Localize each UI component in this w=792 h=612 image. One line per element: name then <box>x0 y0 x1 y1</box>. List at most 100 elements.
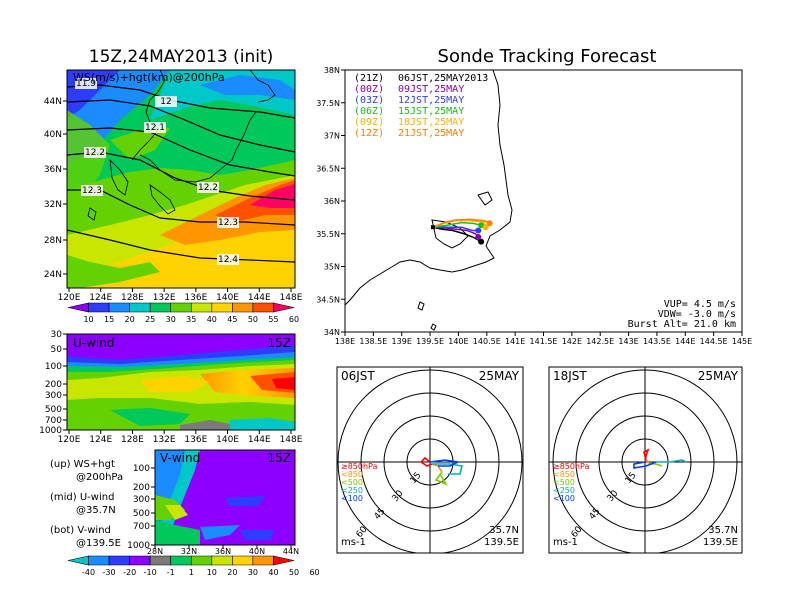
track-legend-utc: (09Z) <box>354 117 384 128</box>
hodo-level-label: <850 <box>553 470 575 479</box>
v-xtick-label: 44N <box>283 547 299 556</box>
ws-colorbar-label: 10 <box>83 315 93 324</box>
hodo1-unit: ms-1 <box>341 537 366 548</box>
contour-label-bg <box>81 185 103 196</box>
ws-colorbar-label: 15 <box>104 315 114 324</box>
tracking-xtick-label: 142E <box>562 337 582 346</box>
u-ytick-label: 500 <box>45 405 62 415</box>
tracking-xtick-label: 138.5E <box>359 337 387 346</box>
hodo-level-label: <100 <box>553 494 575 503</box>
uv-colorbar-cell <box>252 555 274 566</box>
tracking-title: Sonde Tracking Forecast <box>438 46 657 67</box>
tracking-xticks: 138E 138.5E 139E 139.5E 140E 140.5E 141E 141.5E… <box>335 332 752 346</box>
tracking-yticks: 38N 37.5N 37N 36.5N 36N 35.5N 35N 34.5N 34N <box>316 66 345 337</box>
uv-colorbar-label: -40 <box>82 568 95 577</box>
u-wind-xticks: 120E 124E 128E 132E 136E 140E 144E 148E <box>58 430 303 445</box>
legend-bot-2: @139.5E <box>76 538 121 549</box>
param-vdw: VDW= -3.0 m/s <box>658 309 736 320</box>
v-ytick-label: 1000 <box>127 541 150 551</box>
ws-colorbar-cell <box>88 302 110 313</box>
ws-colorbar-cell <box>170 302 192 313</box>
hodo-level-label: <250 <box>553 486 575 495</box>
tracking-xtick-label: 141.5E <box>530 337 558 346</box>
track-legend-utc: (12Z) <box>354 128 384 139</box>
ws-colorbar-label: 55 <box>268 315 278 324</box>
u-wind-field <box>67 334 295 430</box>
hodo-level-label: <500 <box>553 478 575 487</box>
tracking-xtick-label: 143.5E <box>643 337 671 346</box>
hodo-level-label: <850 <box>341 470 363 479</box>
tracking-ytick-label: 37.5N <box>316 99 340 108</box>
ws-map-label: WS(m/s)+hgt(km)@200hPa <box>73 71 225 84</box>
u-ytick-label: 30 <box>51 330 63 340</box>
sonde-landing-point <box>475 234 482 241</box>
contour-label: 12.4 <box>218 255 238 265</box>
v-xtick-label: 32N <box>181 547 197 556</box>
tracking-xtick-label: 144.5E <box>700 337 728 346</box>
contour-label-bg <box>84 147 106 158</box>
ws-map-yticks: 44N 40N 36N 32N 28N 24N <box>44 97 67 280</box>
tracking-xtick-label: 142.5E <box>586 337 614 346</box>
hodo1-trace <box>419 456 463 486</box>
track-legend-jst: 09JST,25MAY <box>398 84 464 95</box>
ws-colorbar-label: 20 <box>125 315 135 324</box>
track-legend-jst: 18JST,25MAY <box>398 117 464 128</box>
hodo1-ring-30: 30 <box>391 489 406 504</box>
ws-colorbar-label: 50 <box>248 315 258 324</box>
ws-colorbar: 10 15 20 25 30 35 40 45 50 55 60 <box>67 302 299 324</box>
hodo1-ring-labels: 15 30 45 60 <box>355 471 424 540</box>
track-legend-jst: 21JST,25MAY <box>398 128 464 139</box>
tracking-xtick-label: 139.5E <box>416 337 444 346</box>
uv-colorbar-label: 10 <box>207 568 217 577</box>
sonde-landing-point <box>478 238 485 245</box>
map-ytick-label: 32N <box>44 200 62 210</box>
map-title: 15Z,24MAY2013 (init) <box>89 47 274 67</box>
uv-colorbar-cell <box>232 555 254 566</box>
uv-colorbar-cell <box>129 555 151 566</box>
tracking-xtick-label: 141E <box>505 337 525 346</box>
v-wind-frame <box>154 449 296 546</box>
hodo1-ring-45: 45 <box>373 507 388 522</box>
uv-colorbar-cell <box>211 555 233 566</box>
launch-params: VUP= 4.5 m/s VDW= -3.0 m/s Burst Alt= 21… <box>628 299 736 330</box>
v-ytick-label: 300 <box>133 495 150 505</box>
uv-colorbar-label: 1 <box>189 568 194 577</box>
uv-colorbar-cell <box>149 555 172 566</box>
u-ytick-label: 1000 <box>39 426 62 436</box>
tracking-legend: (21Z) 06JST,25MAY2013 (00Z) 09JST,25MAY (03Z… <box>354 73 488 139</box>
hodo2-unit: ms-1 <box>553 537 578 548</box>
hodo2-ring-30: 30 <box>606 489 621 504</box>
tracking-ytick-label: 37N <box>324 132 340 141</box>
contour-label: 12.2 <box>85 148 105 158</box>
hodo-level-label: ≥850hPa <box>553 462 590 471</box>
uv-colorbar-cell <box>88 555 110 566</box>
map-xtick-label: 144E <box>248 293 271 303</box>
map-xtick-label: 140E <box>216 293 239 303</box>
contour-label-bg <box>144 122 166 133</box>
uv-colorbar-cell <box>273 555 295 566</box>
tracking-ytick-label: 34N <box>324 328 340 337</box>
u-xtick-label: 124E <box>89 435 112 445</box>
legend-mid-2: @35.7N <box>76 505 116 516</box>
uv-colorbar-cell <box>108 555 130 566</box>
ws-colorbar-cell <box>67 302 89 313</box>
u-wind-frame <box>66 333 296 431</box>
map-ytick-label: 24N <box>44 270 62 280</box>
sonde-track-line <box>432 226 479 232</box>
u-ytick-label: 700 <box>45 416 62 426</box>
ws-colorbar-cell <box>232 302 254 313</box>
u-xtick-label: 136E <box>184 435 207 445</box>
uv-colorbar-label: 60 <box>309 568 319 577</box>
sonde-landing-point <box>482 224 489 231</box>
uv-colorbar-label: -20 <box>123 568 136 577</box>
hodo2-trace <box>633 448 687 469</box>
ws-map-coastline <box>87 70 276 221</box>
tracking-ytick-label: 34.5N <box>316 295 340 304</box>
tracking-ytick-label: 38N <box>324 66 340 75</box>
map-ytick-label: 40N <box>44 130 62 140</box>
uv-colorbar-cell <box>170 555 192 566</box>
hodo-level-label: ≥850hPa <box>341 462 378 471</box>
track-legend-jst: 15JST,25MAY <box>398 106 464 117</box>
v-wind-field <box>155 450 295 545</box>
